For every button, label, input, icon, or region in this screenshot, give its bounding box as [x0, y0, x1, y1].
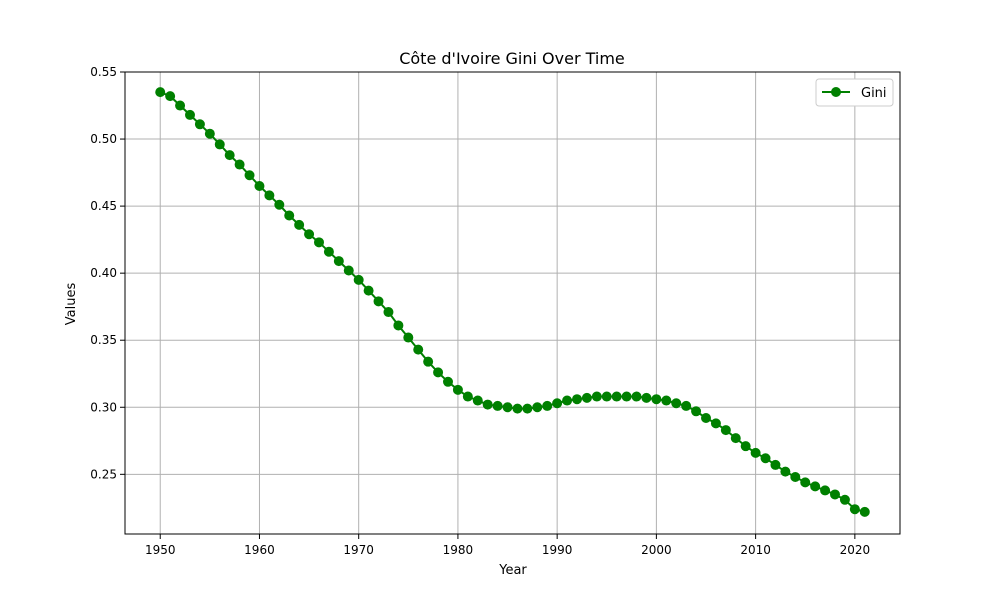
axes-layer: 1950 1960 1970 1980 1990 2000 2010 2020 0.25 0.30… [90, 65, 901, 557]
x-tick-label: 1970 [343, 543, 374, 557]
data-point [363, 285, 374, 296]
data-point [611, 391, 622, 402]
x-tick-label: 2010 [740, 543, 771, 557]
data-point [641, 392, 652, 403]
x-tick-label: 1980 [443, 543, 474, 557]
data-point [760, 453, 771, 464]
x-tick-label: 1990 [542, 543, 573, 557]
y-tick-label: 0.55 [90, 65, 117, 79]
data-point [671, 398, 682, 409]
data-point [691, 406, 702, 417]
data-point [244, 170, 255, 181]
data-point [254, 180, 265, 191]
data-point [323, 246, 334, 257]
data-point [492, 400, 503, 411]
data-point [224, 150, 235, 161]
data-point [830, 489, 840, 500]
data-point [839, 494, 850, 505]
data-point [581, 392, 592, 403]
data-point [502, 402, 513, 413]
data-point [532, 402, 543, 413]
x-tick-label: 1960 [244, 543, 275, 557]
data-point [750, 447, 761, 458]
data-point [462, 391, 473, 402]
legend-marker-swatch [831, 87, 841, 97]
y-tick-label: 0.40 [90, 266, 117, 280]
data-point [740, 441, 751, 452]
data-point [274, 199, 285, 210]
data-point [720, 425, 731, 436]
data-point [651, 394, 662, 405]
data-point [730, 433, 741, 444]
data-point [304, 229, 315, 240]
data-point [423, 356, 434, 367]
data-point [383, 307, 394, 318]
legend: Gini [815, 78, 894, 107]
legend-label: Gini [861, 86, 887, 101]
data-point [661, 395, 672, 406]
x-tick-label: 1950 [145, 543, 176, 557]
data-point [234, 159, 245, 170]
data-point [701, 413, 711, 423]
plot-area-frame [124, 71, 901, 535]
data-point [333, 256, 344, 267]
data-point [353, 274, 364, 285]
y-tick-label: 0.30 [90, 400, 117, 414]
data-point [264, 190, 275, 201]
data-point [482, 399, 493, 410]
series-layer [155, 87, 870, 517]
data-point [780, 466, 791, 477]
data-point [472, 395, 483, 406]
data-point [849, 504, 860, 515]
data-point [601, 391, 612, 402]
x-axis-label: Year [498, 563, 527, 578]
y-tick-label: 0.45 [90, 199, 117, 213]
data-point [572, 394, 582, 405]
chart-title: Côte d'Ivoire Gini Over Time [399, 49, 625, 68]
legend-box [815, 78, 894, 107]
data-point [790, 472, 801, 482]
data-point [284, 210, 295, 221]
data-point [185, 109, 195, 120]
data-point [621, 391, 632, 402]
x-tick-label: 2020 [840, 543, 871, 557]
data-point [155, 87, 166, 98]
data-point [800, 477, 811, 488]
data-point [373, 296, 384, 307]
data-point [194, 119, 205, 130]
data-point [433, 367, 444, 378]
data-point [175, 100, 186, 111]
data-point [452, 384, 463, 395]
data-point [859, 506, 870, 517]
data-point [710, 418, 721, 429]
data-point [522, 403, 533, 414]
data-point [413, 344, 424, 355]
data-point [343, 265, 354, 276]
data-point [294, 219, 305, 230]
data-point [214, 139, 225, 150]
data-point [542, 400, 553, 411]
data-point [552, 398, 563, 409]
data-point [591, 391, 602, 402]
data-point [770, 459, 781, 470]
data-point [631, 391, 642, 402]
x-tick-label: 2000 [641, 543, 672, 557]
y-tick-label: 0.50 [90, 132, 117, 146]
data-point [681, 400, 692, 411]
data-point [403, 332, 414, 343]
data-point [393, 320, 404, 331]
data-point [314, 237, 324, 248]
data-point [562, 395, 573, 406]
data-point [820, 485, 831, 496]
data-point [810, 481, 821, 492]
data-point [165, 91, 176, 102]
y-tick-label: 0.35 [90, 333, 117, 347]
data-point [512, 403, 523, 414]
data-point [204, 128, 215, 139]
y-tick-label: 0.25 [90, 467, 117, 481]
data-point [443, 376, 453, 387]
y-axis-label: Values [64, 283, 79, 326]
